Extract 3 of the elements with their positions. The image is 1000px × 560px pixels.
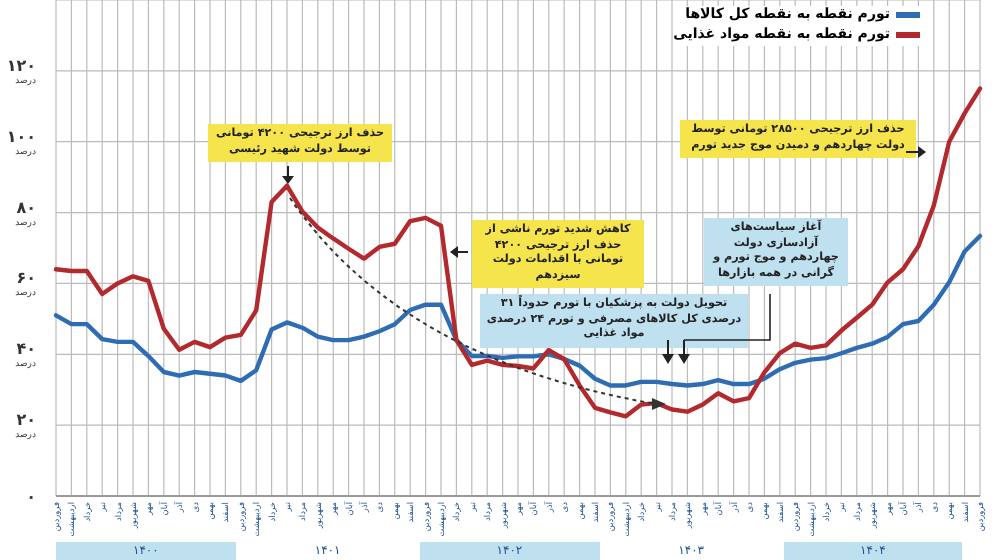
line-series	[53, 86, 983, 419]
line-series	[53, 233, 983, 388]
y-tick-label: ۰	[26, 488, 36, 506]
